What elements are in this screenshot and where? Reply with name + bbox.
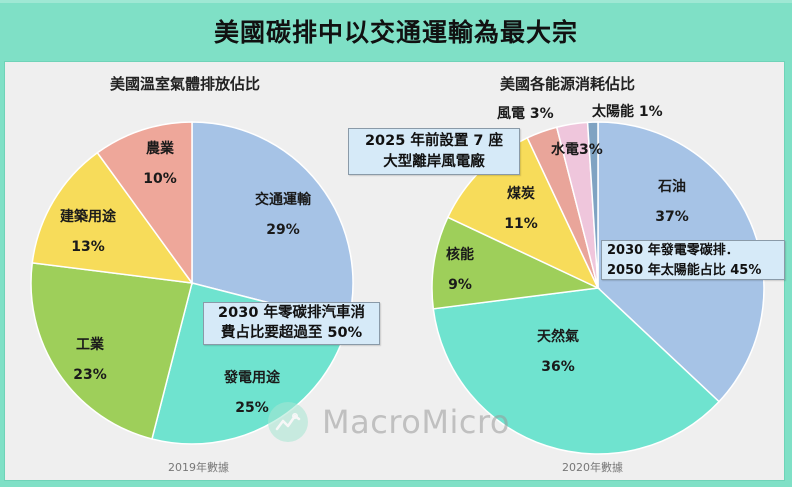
slice-label-hydro: 水電3% bbox=[551, 142, 603, 158]
watermark-text: MacroMicro bbox=[322, 403, 510, 441]
left-footnote: 2019年數據 bbox=[168, 461, 229, 474]
pie-slice bbox=[191, 121, 354, 324]
annotation-solar-target: 2030 年發電零碳排． 2050 年太陽能占比 45% bbox=[601, 240, 785, 280]
slice-label-coal: 煤炭 11% bbox=[504, 186, 538, 232]
pie-slice bbox=[31, 151, 194, 284]
annotation-offshore-wind: 2025 年前設置 7 座 大型離岸風電廠 bbox=[348, 128, 520, 175]
page-title: 美國碳排中以交通運輸為最大宗 bbox=[213, 17, 578, 47]
pie-slice bbox=[432, 287, 721, 455]
pie-slice bbox=[431, 216, 601, 310]
annotation-zero-emission-cars: 2030 年零碳排汽車消 費占比要超過至 50% bbox=[203, 302, 380, 345]
slice-label-wind: 風電 3% bbox=[497, 106, 554, 122]
right-chart-title: 美國各能源消耗佔比 bbox=[500, 75, 636, 93]
slice-label-oil: 石油 37% bbox=[655, 179, 689, 225]
title-bar: 美國碳排中以交通運輸為最大宗 bbox=[0, 0, 792, 58]
chart-line-logo-icon bbox=[268, 402, 308, 442]
slice-label-gas: 天然氣 36% bbox=[537, 329, 579, 375]
slice-label-power: 發電用途 25% bbox=[224, 370, 280, 416]
watermark: MacroMicro bbox=[268, 402, 510, 442]
pie-slice bbox=[30, 261, 193, 440]
pie-slice bbox=[96, 121, 193, 286]
pie-left bbox=[30, 121, 354, 445]
slice-label-building: 建築用途 13% bbox=[60, 209, 116, 255]
pie-right bbox=[431, 121, 765, 455]
slice-label-nuclear: 核能 9% bbox=[446, 247, 474, 293]
slice-label-solar: 太陽能 1% bbox=[592, 104, 663, 120]
left-chart-title: 美國溫室氣體排放佔比 bbox=[110, 75, 261, 93]
right-footnote: 2020年數據 bbox=[562, 461, 623, 474]
slice-label-transport: 交通運輸 29% bbox=[255, 192, 311, 238]
pie-slice bbox=[586, 121, 599, 289]
slice-label-industry: 工業 23% bbox=[73, 337, 107, 383]
slice-label-agriculture: 農業 10% bbox=[143, 141, 177, 187]
